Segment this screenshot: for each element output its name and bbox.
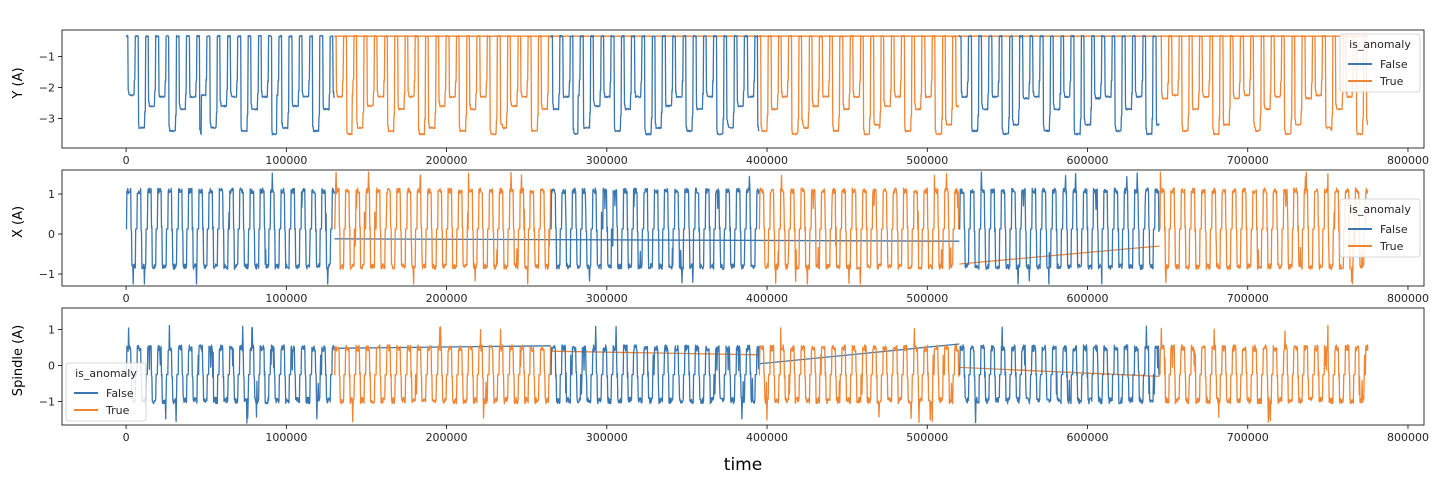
series-connector-line — [334, 238, 960, 242]
panel-y-current: −1 −2 −3 0 100000 200000 300000 400000 500000 60… — [11, 29, 1429, 167]
x-tick-label: 500000 — [906, 431, 948, 444]
panel-spindle-current: 1 0 −1 0 100000 200000 300000 400000 500000 6000… — [11, 307, 1429, 444]
y-axis-ticks-spindle: 1 0 −1 — [39, 324, 62, 409]
y-axis-ticks-x: 1 0 −1 — [39, 188, 62, 281]
legend-label-true: True — [1379, 75, 1404, 88]
series-line-true — [1159, 324, 1369, 423]
x-tick-label: 200000 — [426, 431, 468, 444]
x-tick-label: 800000 — [1387, 154, 1429, 167]
series-lines-x — [125, 171, 1369, 285]
y-tick-label: −1 — [39, 268, 55, 281]
x-tick-label: 100000 — [265, 154, 307, 167]
series-line-false — [959, 171, 1160, 285]
y-tick-label: −3 — [39, 113, 55, 126]
x-axis-ticks-y: 0 100000 200000 300000 400000 500000 600000 700… — [123, 148, 1429, 167]
x-tick-label: 600000 — [1067, 154, 1109, 167]
x-tick-label: 400000 — [746, 154, 788, 167]
x-tick-label: 300000 — [586, 292, 628, 305]
y-axis-label-y: Y (A) — [11, 67, 26, 99]
series-connector-line — [959, 366, 1160, 378]
legend-title: is_anomaly — [75, 367, 137, 380]
x-tick-label: 800000 — [1387, 292, 1429, 305]
x-tick-label: 700000 — [1227, 431, 1269, 444]
x-tick-label: 700000 — [1227, 292, 1269, 305]
x-axis-ticks-x: 0 100000 200000 300000 400000 500000 600000 700… — [123, 286, 1429, 305]
x-axis-ticks-spindle: 0 100000 200000 300000 400000 500000 600000 700… — [123, 425, 1429, 444]
y-tick-label: 0 — [48, 360, 55, 373]
x-tick-label: 200000 — [426, 292, 468, 305]
x-tick-label: 700000 — [1227, 154, 1269, 167]
series-line-false — [958, 34, 1160, 136]
panel-x-current: 1 0 −1 0 100000 200000 300000 400000 500000 6000… — [11, 169, 1429, 305]
x-tick-label: 300000 — [586, 431, 628, 444]
legend-y[interactable]: is_anomaly False True — [1339, 33, 1421, 93]
x-tick-label: 300000 — [586, 154, 628, 167]
x-tick-label: 800000 — [1387, 431, 1429, 444]
series-line-false — [550, 175, 760, 284]
series-line-true — [1159, 171, 1369, 285]
legend-box — [1339, 33, 1421, 93]
series-line-false — [125, 34, 335, 136]
series-connector-line — [959, 245, 1160, 265]
series-lines-spindle — [125, 324, 1369, 424]
x-tick-label: 0 — [123, 431, 130, 444]
x-tick-label: 500000 — [906, 292, 948, 305]
x-tick-label: 200000 — [426, 154, 468, 167]
series-line-true — [758, 172, 960, 285]
series-lines-y — [125, 34, 1369, 136]
legend-label-false: False — [1380, 58, 1408, 71]
legend-label-true: True — [105, 404, 130, 417]
x-tick-label: 600000 — [1067, 431, 1109, 444]
x-tick-label: 400000 — [746, 431, 788, 444]
x-axis-label: time — [724, 455, 762, 475]
y-tick-label: −1 — [39, 50, 55, 63]
legend-label-false: False — [106, 387, 134, 400]
legend-title: is_anomaly — [1349, 203, 1411, 216]
x-tick-label: 0 — [123, 154, 130, 167]
series-line-false — [550, 325, 760, 420]
series-line-true — [333, 34, 552, 136]
y-axis-label-x: X (A) — [11, 206, 26, 238]
series-line-false — [125, 172, 336, 285]
legend-box — [65, 362, 147, 422]
y-tick-label: −1 — [39, 396, 55, 409]
legend-box — [1339, 198, 1421, 258]
legend-title: is_anomaly — [1349, 38, 1411, 51]
y-axis-label-spindle: Spindle (A) — [11, 325, 26, 396]
x-tick-label: 500000 — [906, 154, 948, 167]
series-line-false — [959, 325, 1160, 424]
x-tick-label: 100000 — [265, 292, 307, 305]
plot-area-spindle — [61, 307, 1425, 426]
x-tick-label: 400000 — [746, 292, 788, 305]
y-axis-ticks-y: −1 −2 −3 — [39, 50, 62, 126]
series-connector-line — [334, 345, 551, 349]
series-line-false — [125, 324, 336, 424]
legend-label-true: True — [1379, 240, 1404, 253]
series-line-true — [334, 171, 552, 285]
series-line-true — [758, 34, 960, 136]
x-tick-label: 600000 — [1067, 292, 1109, 305]
y-tick-label: −2 — [39, 81, 55, 94]
series-line-true — [1159, 34, 1369, 136]
series-line-true — [334, 326, 552, 423]
x-tick-label: 0 — [123, 292, 130, 305]
legend-label-false: False — [1380, 223, 1408, 236]
y-tick-label: 1 — [48, 324, 55, 337]
series-line-false — [550, 34, 760, 136]
legend-x[interactable]: is_anomaly False True — [1339, 198, 1421, 258]
series-line-true — [758, 327, 960, 423]
y-tick-label: 1 — [48, 188, 55, 201]
x-tick-label: 100000 — [265, 431, 307, 444]
y-tick-label: 0 — [48, 228, 55, 241]
legend-spindle[interactable]: is_anomaly False True — [65, 362, 147, 422]
